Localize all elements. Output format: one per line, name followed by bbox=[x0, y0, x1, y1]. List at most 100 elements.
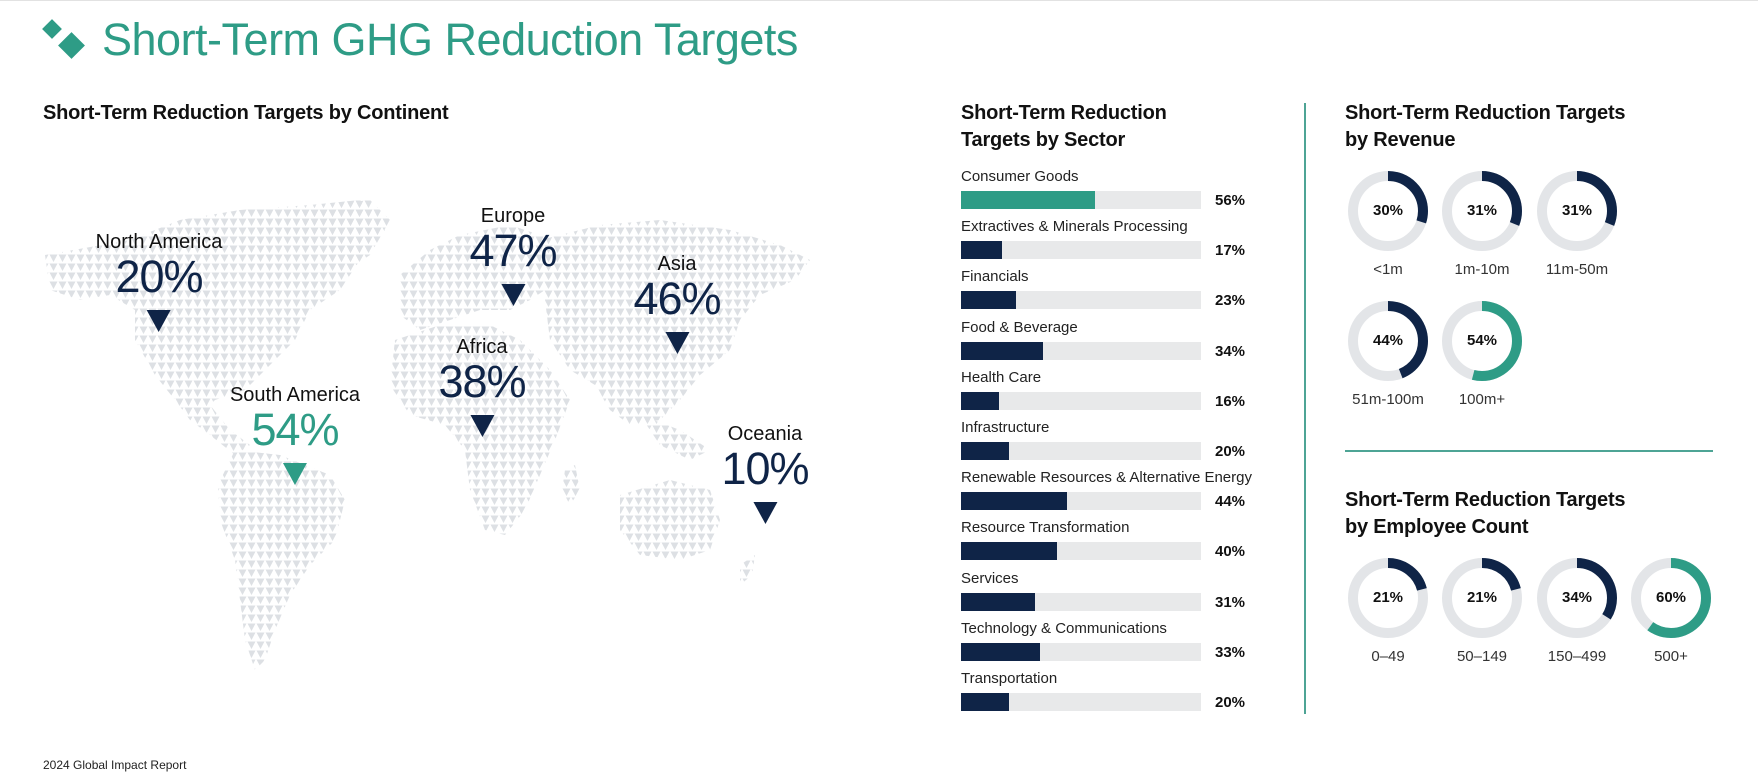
bar-fill bbox=[961, 241, 1002, 260]
donut-label: 11m-50m bbox=[1545, 261, 1609, 278]
sector-row: Food & Beverage 34% bbox=[961, 319, 1291, 369]
sector-row: Services 31% bbox=[961, 570, 1291, 620]
bar-track bbox=[961, 542, 1201, 561]
diamond-logo-icon bbox=[42, 15, 92, 65]
continent-value: 10% bbox=[721, 443, 809, 494]
donut-ring-icon bbox=[1537, 171, 1617, 251]
sector-row: Health Care 16% bbox=[961, 369, 1291, 419]
donut-label: 100m+ bbox=[1458, 391, 1506, 408]
continent-asia: Asia 46% bbox=[633, 252, 722, 354]
continent-north-america: North America 20% bbox=[95, 230, 223, 332]
sector-label: Food & Beverage bbox=[961, 318, 1078, 336]
horizontal-divider bbox=[1345, 450, 1713, 452]
donut-chart: 21% 50–149 bbox=[1440, 556, 1524, 665]
vertical-divider bbox=[1304, 103, 1306, 714]
bar-track bbox=[961, 592, 1201, 611]
sector-value: 23% bbox=[1215, 292, 1246, 310]
sector-row: Infrastructure 20% bbox=[961, 419, 1291, 469]
sector-row: Financials 23% bbox=[961, 268, 1291, 318]
continent-name: North America bbox=[95, 231, 223, 253]
donut-value: 34% bbox=[1561, 589, 1593, 606]
continent-name: Africa bbox=[456, 336, 508, 358]
sector-value: 44% bbox=[1215, 493, 1246, 511]
donut-label: 0–49 bbox=[1371, 648, 1405, 665]
continent-oceania: Oceania 10% bbox=[721, 422, 810, 524]
bar-track bbox=[961, 391, 1201, 410]
world-map-dots bbox=[45, 200, 810, 670]
sector-label: Renewable Resources & Alternative Energy bbox=[961, 469, 1252, 487]
bar-fill bbox=[961, 191, 1096, 209]
bar-track bbox=[961, 692, 1201, 711]
sector-value: 31% bbox=[1215, 593, 1246, 611]
sector-label: Consumer Goods bbox=[961, 168, 1079, 185]
sector-label: Technology & Communications bbox=[961, 619, 1167, 637]
bar-track bbox=[961, 642, 1201, 661]
sector-label: Health Care bbox=[961, 368, 1042, 386]
sector-label: Services bbox=[961, 569, 1019, 587]
donut-label: 1m-10m bbox=[1454, 261, 1510, 278]
donut-value: 60% bbox=[1655, 589, 1687, 606]
employee-section-title: Short-Term Reduction Targets by Employee… bbox=[1345, 489, 1626, 538]
continent-value: 38% bbox=[438, 356, 526, 407]
donut-label: 51m-100m bbox=[1352, 391, 1424, 408]
donut-chart: 60% 500+ bbox=[1629, 556, 1713, 665]
marker-triangle-icon bbox=[469, 415, 494, 437]
donut-chart: 30% <1m bbox=[1346, 169, 1430, 278]
world-map: North America 20% Europe 47% Asia 46% Af… bbox=[40, 200, 880, 700]
donut-ring-icon bbox=[1348, 301, 1428, 381]
sector-value: 33% bbox=[1215, 643, 1246, 661]
marker-triangle-icon bbox=[147, 310, 171, 332]
sector-value: 16% bbox=[1215, 392, 1246, 410]
bar-fill bbox=[961, 692, 1009, 711]
bar-track bbox=[961, 291, 1201, 310]
sector-label: Extractives & Minerals Processing bbox=[961, 218, 1188, 236]
bar-fill bbox=[961, 642, 1041, 661]
donut-value: 31% bbox=[1466, 202, 1498, 219]
donut-chart: 31% 11m-50m bbox=[1535, 169, 1619, 278]
sector-row: Transportation 20% bbox=[961, 670, 1291, 720]
donut-label: <1m bbox=[1373, 261, 1403, 278]
sector-value: 34% bbox=[1215, 342, 1246, 360]
continent-section-title: Short-Term Reduction Targets by Continen… bbox=[43, 102, 449, 124]
bar-fill bbox=[961, 592, 1036, 611]
donut-value: 21% bbox=[1466, 589, 1498, 606]
sector-value: 40% bbox=[1215, 543, 1246, 561]
sector-value: 20% bbox=[1215, 693, 1246, 711]
top-rule bbox=[0, 0, 1758, 1]
continent-value: 47% bbox=[469, 225, 557, 276]
donut-value: 31% bbox=[1561, 202, 1593, 219]
bar-fill bbox=[961, 341, 1043, 360]
donut-value: 44% bbox=[1372, 332, 1404, 349]
sector-label: Financials bbox=[961, 268, 1029, 286]
donut-label: 500+ bbox=[1654, 648, 1688, 665]
sector-section-title: Short-Term Reduction Targets by Sector bbox=[961, 102, 1167, 151]
bar-fill bbox=[961, 441, 1009, 460]
sector-bar-chart: Consumer Goods 56% Extractives & Minerals … bbox=[961, 168, 1291, 720]
continent-value: 54% bbox=[251, 404, 339, 455]
donut-ring-icon bbox=[1348, 171, 1428, 251]
sector-value: 56% bbox=[1215, 192, 1246, 209]
marker-triangle-icon bbox=[282, 463, 307, 485]
donut-ring-icon bbox=[1537, 558, 1617, 638]
continent-name: Europe bbox=[480, 205, 546, 227]
bar-fill bbox=[961, 542, 1057, 561]
bar-fill bbox=[961, 492, 1067, 511]
donut-ring-icon bbox=[1631, 558, 1711, 638]
donut-label: 150–499 bbox=[1547, 648, 1607, 665]
donut-ring-icon bbox=[1442, 171, 1522, 251]
donut-ring-icon bbox=[1442, 301, 1522, 381]
continent-south-america: South America 54% bbox=[230, 383, 360, 485]
revenue-section-title: Short-Term Reduction Targets by Revenue bbox=[1345, 102, 1626, 151]
sector-value: 20% bbox=[1215, 442, 1246, 460]
bar-track bbox=[961, 341, 1201, 360]
sector-label: Resource Transformation bbox=[961, 519, 1130, 537]
sector-label: Infrastructure bbox=[961, 418, 1050, 436]
donut-value: 21% bbox=[1372, 589, 1404, 606]
donut-value: 30% bbox=[1372, 202, 1404, 219]
donut-value: 54% bbox=[1466, 332, 1498, 349]
donut-ring-icon bbox=[1442, 558, 1522, 638]
bar-track bbox=[961, 241, 1201, 260]
sector-row: Renewable Resources & Alternative Energy… bbox=[961, 469, 1291, 519]
sector-row: Extractives & Minerals Processing 17% bbox=[961, 218, 1291, 268]
donut-label: 50–149 bbox=[1456, 648, 1508, 665]
